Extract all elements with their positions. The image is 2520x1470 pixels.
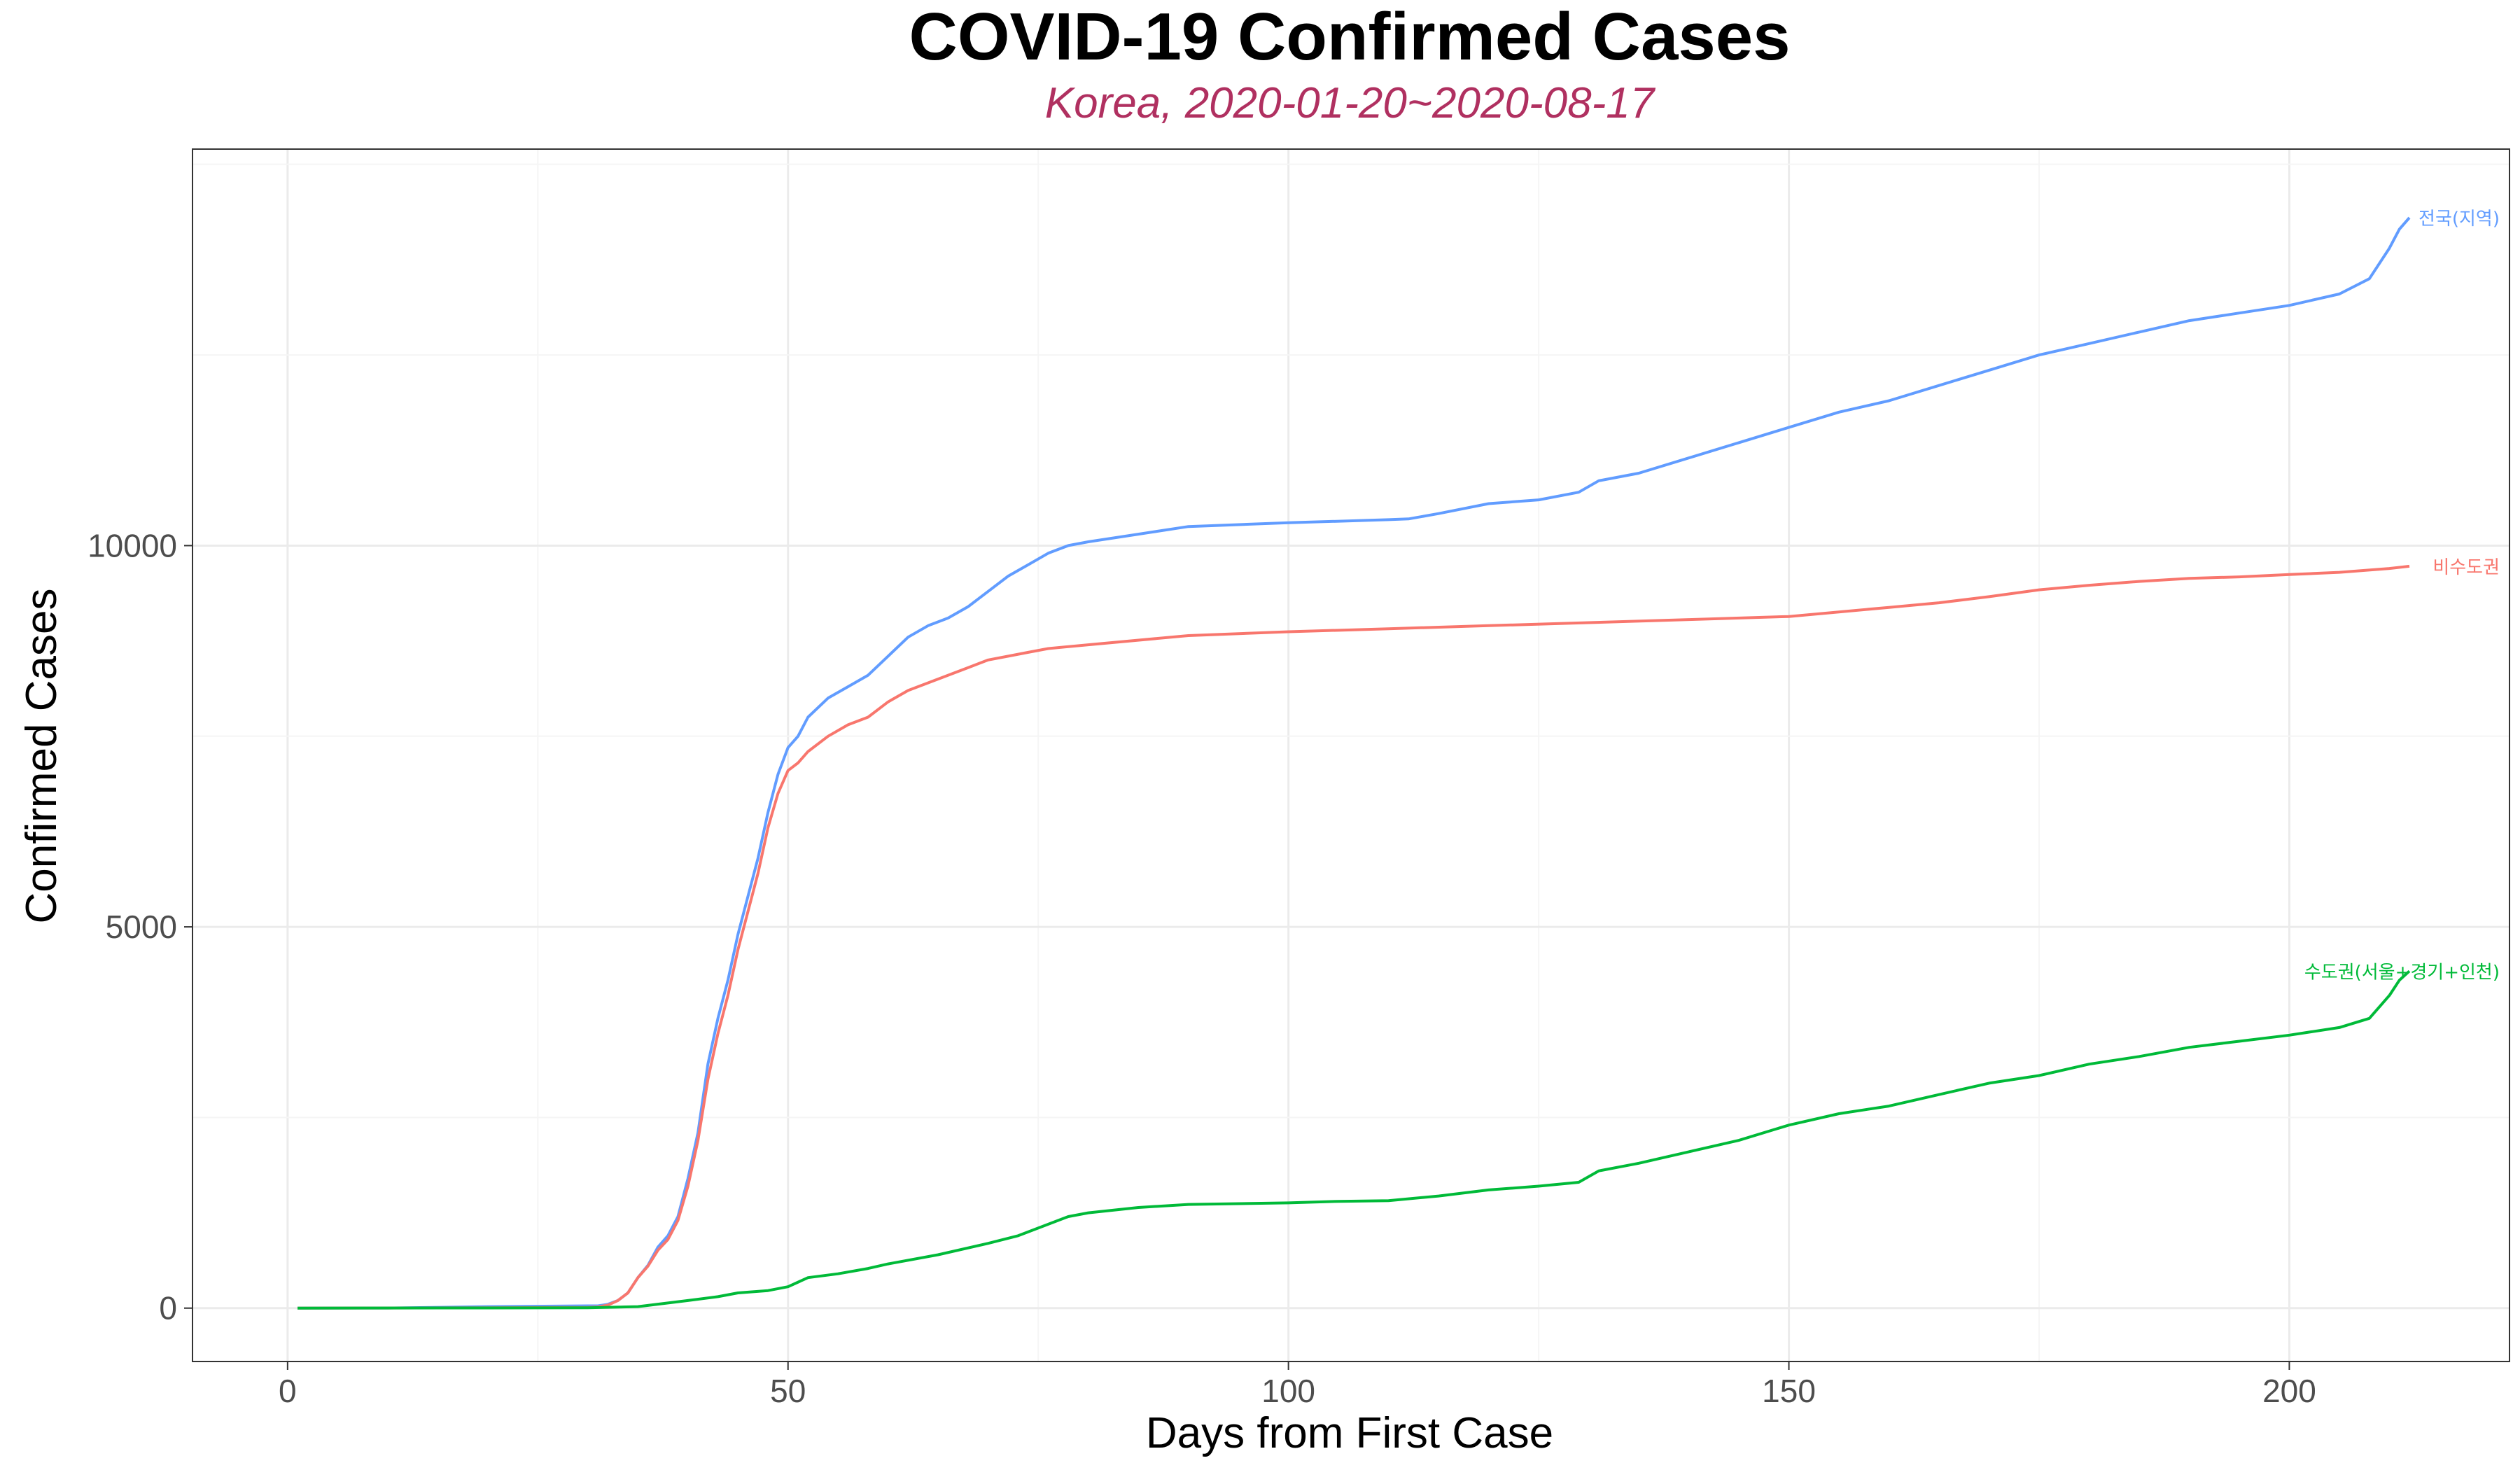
x-tick-label: 0	[279, 1373, 297, 1409]
plot-border	[192, 148, 2510, 1362]
y-axis-title: Confirmed Cases	[18, 589, 66, 924]
series-label-0: 전국(지역)	[2418, 209, 2500, 230]
chart-title: COVID-19 Confirmed Cases	[909, 0, 1790, 74]
y-tick-label: 10000	[88, 527, 177, 564]
series-label-1: 비수도권	[2432, 557, 2500, 578]
series-label-2: 수도권(서울+경기+인천)	[2304, 962, 2500, 983]
y-tick-label: 0	[159, 1290, 177, 1326]
x-tick-label: 100	[1261, 1373, 1315, 1409]
series-lines	[298, 216, 2411, 1310]
x-tick-label: 150	[1762, 1373, 1816, 1409]
x-tick-label: 50	[770, 1373, 806, 1409]
x-tick-label: 200	[2262, 1373, 2316, 1409]
chart-subtitle: Korea, 2020-01-20~2020-08-17	[1045, 79, 1656, 127]
series-line-2	[298, 969, 2411, 1310]
x-axis-title: Days from First Case	[1146, 1409, 1553, 1457]
y-tick-label: 5000	[106, 909, 177, 945]
grid	[192, 149, 2510, 1362]
series-line-1	[298, 564, 2410, 1310]
series-line-0	[298, 216, 2411, 1310]
axis-ticks: 0 50 100 150 200 0 5000 10000	[88, 527, 2316, 1409]
